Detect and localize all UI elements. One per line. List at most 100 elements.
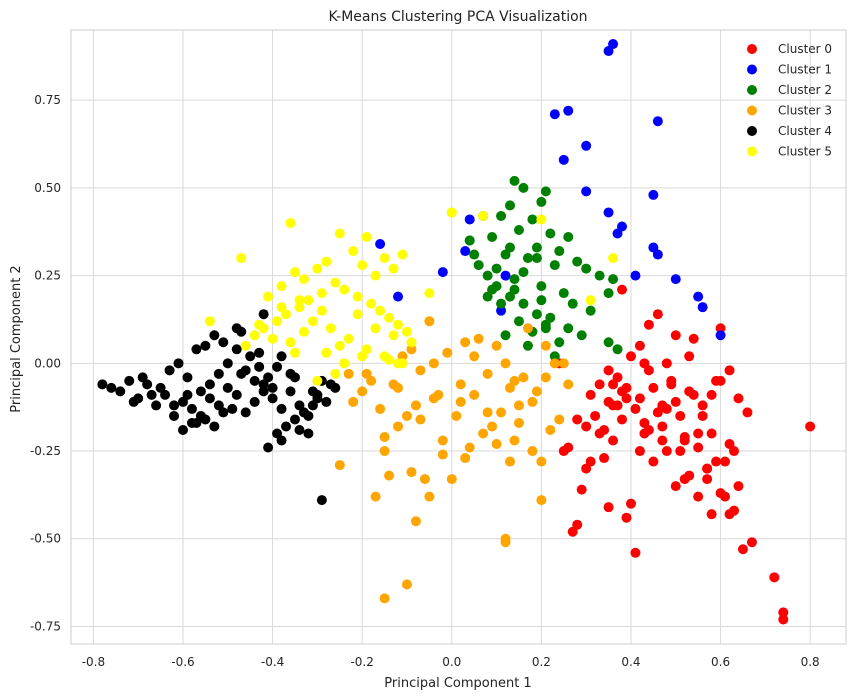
data-point xyxy=(375,239,386,250)
legend-marker xyxy=(747,126,757,136)
data-point xyxy=(509,435,520,446)
data-point xyxy=(746,537,757,548)
data-point xyxy=(357,260,368,271)
data-point xyxy=(366,298,377,309)
chart-title: K-Means Clustering PCA Visualization xyxy=(328,9,587,25)
data-point xyxy=(263,442,274,453)
data-point xyxy=(778,607,789,618)
data-point xyxy=(437,435,448,446)
data-point xyxy=(505,242,516,253)
y-tick-label: -0.50 xyxy=(30,532,61,546)
data-point xyxy=(204,379,215,390)
data-point xyxy=(496,298,507,309)
x-tick-label: 0.2 xyxy=(532,655,551,669)
data-point xyxy=(379,253,390,264)
data-point xyxy=(648,382,659,393)
data-point xyxy=(563,105,574,116)
data-point xyxy=(384,312,395,323)
data-point xyxy=(370,323,381,334)
data-point xyxy=(410,516,421,527)
data-point xyxy=(603,207,614,218)
data-point xyxy=(276,435,287,446)
data-point xyxy=(263,372,274,383)
legend: Cluster 0 Cluster 1 Cluster 2 Cluster 3 Clus… xyxy=(747,42,832,159)
data-point xyxy=(177,424,188,435)
data-point xyxy=(769,572,780,583)
data-point xyxy=(169,410,180,421)
legend-item: Cluster 0 xyxy=(747,42,832,56)
data-point xyxy=(406,344,417,355)
data-point xyxy=(509,274,520,285)
data-point xyxy=(267,333,278,344)
data-point xyxy=(661,403,672,414)
data-point xyxy=(491,263,502,274)
data-point xyxy=(531,386,542,397)
data-point xyxy=(267,382,278,393)
data-point xyxy=(370,270,381,281)
legend-label: Cluster 0 xyxy=(778,42,832,56)
data-point xyxy=(536,214,547,225)
data-point xyxy=(415,365,426,376)
data-point xyxy=(603,288,614,299)
data-point xyxy=(352,291,363,302)
data-point xyxy=(518,267,529,278)
data-point xyxy=(424,491,435,502)
data-point xyxy=(240,407,251,418)
data-point xyxy=(343,333,354,344)
y-tick-label: -0.75 xyxy=(30,619,61,633)
data-point xyxy=(478,428,489,439)
legend-label: Cluster 2 xyxy=(778,83,832,97)
data-point xyxy=(276,302,287,313)
data-point xyxy=(357,386,368,397)
data-point xyxy=(384,470,395,481)
data-point xyxy=(688,333,699,344)
data-point xyxy=(643,424,654,435)
data-point xyxy=(361,232,372,243)
data-point xyxy=(316,305,327,316)
data-point xyxy=(500,330,511,341)
data-point xyxy=(182,372,193,383)
legend-label: Cluster 1 xyxy=(778,63,832,77)
data-point xyxy=(303,428,314,439)
x-tick-label: 0.8 xyxy=(801,655,820,669)
data-point xyxy=(612,228,623,239)
data-point xyxy=(697,302,708,313)
data-point xyxy=(549,109,560,120)
data-point xyxy=(567,298,578,309)
data-point xyxy=(446,207,457,218)
data-point xyxy=(240,365,251,376)
data-point xyxy=(401,410,412,421)
data-point xyxy=(621,512,632,523)
series-cluster-1 xyxy=(375,39,726,341)
data-point xyxy=(697,400,708,411)
data-point xyxy=(513,417,524,428)
data-point xyxy=(661,358,672,369)
data-point xyxy=(469,249,480,260)
data-point xyxy=(540,186,551,197)
data-point xyxy=(576,484,587,495)
data-point xyxy=(393,291,404,302)
legend-item: Cluster 3 xyxy=(747,104,832,118)
data-point xyxy=(527,446,538,457)
data-point xyxy=(258,386,269,397)
data-point xyxy=(254,347,265,358)
data-point xyxy=(455,396,466,407)
data-point xyxy=(684,386,695,397)
data-point xyxy=(348,246,359,257)
data-point xyxy=(531,309,542,320)
data-point xyxy=(294,424,305,435)
data-point xyxy=(451,410,462,421)
data-point xyxy=(209,330,220,341)
data-point xyxy=(496,305,507,316)
data-point xyxy=(213,368,224,379)
data-point xyxy=(536,196,547,207)
data-point xyxy=(594,270,605,281)
data-point xyxy=(576,330,587,341)
plot-frame xyxy=(70,29,847,645)
data-point xyxy=(603,502,614,513)
data-point xyxy=(513,400,524,411)
data-point xyxy=(509,375,520,386)
data-point xyxy=(652,249,663,260)
data-point xyxy=(155,382,166,393)
